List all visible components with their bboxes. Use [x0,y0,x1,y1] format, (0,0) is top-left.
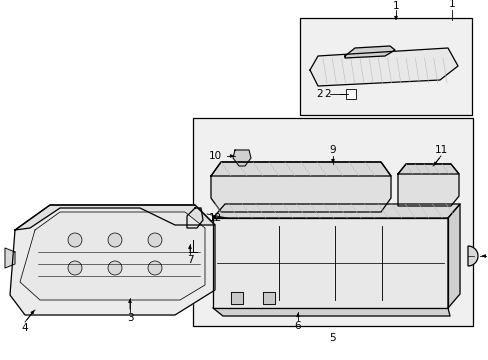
Polygon shape [10,205,215,315]
Polygon shape [210,162,390,212]
Text: 4: 4 [21,323,28,333]
Bar [299,18,471,115]
Polygon shape [15,205,215,230]
Text: 6: 6 [294,321,301,331]
Circle shape [108,233,122,247]
Circle shape [148,233,162,247]
Polygon shape [397,164,458,206]
Text: 5: 5 [329,333,336,343]
Text: 7: 7 [186,255,193,265]
Text: 10: 10 [208,151,221,161]
Text: 11: 11 [433,145,447,155]
Bar [193,118,472,326]
Text: 2: 2 [316,89,323,99]
Polygon shape [397,164,458,174]
Polygon shape [232,150,250,166]
Text: 1: 1 [448,0,454,9]
Circle shape [148,261,162,275]
Bar [346,89,355,99]
Polygon shape [447,204,459,308]
Text: 2: 2 [324,89,331,99]
Polygon shape [186,208,203,228]
Polygon shape [5,248,15,268]
Text: 9: 9 [329,145,336,155]
Text: 3: 3 [126,313,133,323]
Polygon shape [213,218,447,308]
Polygon shape [230,292,243,304]
Polygon shape [210,162,390,176]
Text: 12: 12 [208,213,221,223]
Polygon shape [20,212,204,300]
Polygon shape [345,46,394,58]
Wedge shape [467,246,477,266]
Bar [347,90,354,98]
Polygon shape [309,48,457,86]
Circle shape [68,261,82,275]
Circle shape [68,233,82,247]
Polygon shape [213,204,459,218]
Polygon shape [263,292,274,304]
Polygon shape [213,308,449,316]
Circle shape [108,261,122,275]
Text: 1: 1 [392,1,399,11]
